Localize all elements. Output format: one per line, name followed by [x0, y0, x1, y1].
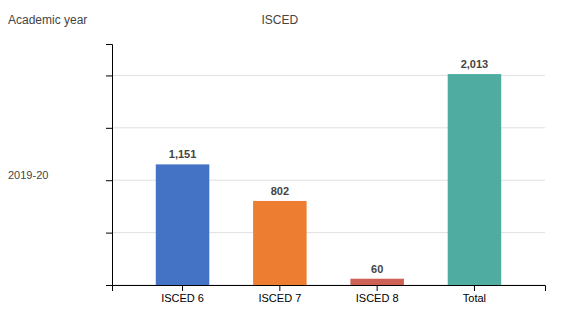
x-tick-mark [182, 285, 183, 291]
data-label: 2,013 [461, 58, 489, 70]
bar [253, 201, 307, 285]
x-tick-label: Total [463, 292, 486, 304]
data-labels: 1,151 802 60 2,013 [169, 58, 488, 275]
x-axis: ISCED 6 ISCED 7 ISCED 8 Total [113, 285, 546, 304]
x-axis-line [113, 286, 546, 292]
x-tick: ISCED 7 [258, 285, 301, 304]
y-tick-mark [106, 285, 112, 286]
x-tick: ISCED 8 [356, 285, 399, 304]
y-tick [106, 180, 112, 181]
header-left: Academic year [8, 13, 87, 27]
y-tick [106, 75, 112, 76]
data-label: 1,151 [169, 148, 197, 160]
x-tick-mark [377, 285, 378, 291]
bar [350, 279, 404, 285]
y-tick-mark [106, 233, 112, 234]
x-tick-label: ISCED 8 [356, 292, 399, 304]
plot: ISCED 6 ISCED 7 ISCED 8 Total 1,151 802 60 2,01… [106, 45, 546, 304]
y-tick [106, 233, 112, 234]
x-tick: Total [463, 285, 486, 304]
data-label: 60 [371, 263, 383, 275]
y-axis-line [106, 45, 113, 286]
row-label: 2019-20 [8, 169, 48, 181]
y-tick-mark [106, 180, 112, 181]
x-tick-label: ISCED 6 [161, 292, 204, 304]
data-label: 802 [271, 185, 289, 197]
y-tick [106, 285, 112, 286]
x-tick-label: ISCED 7 [258, 292, 301, 304]
y-tick [106, 128, 112, 129]
y-axis [106, 45, 113, 286]
chart: ISCED 6 ISCED 7 ISCED 8 Total 1,151 802 60 2,01… [0, 0, 561, 315]
annotations: Academic year ISCED 2019-20 [8, 13, 299, 181]
bar [448, 74, 502, 285]
x-tick-mark [474, 285, 475, 291]
x-tick-mark [279, 285, 280, 291]
bars [156, 74, 501, 285]
x-tick: ISCED 6 [161, 285, 204, 304]
y-tick-mark [106, 75, 112, 76]
y-tick-mark [106, 128, 112, 129]
header-center: ISCED [262, 13, 299, 27]
bar [156, 164, 210, 285]
